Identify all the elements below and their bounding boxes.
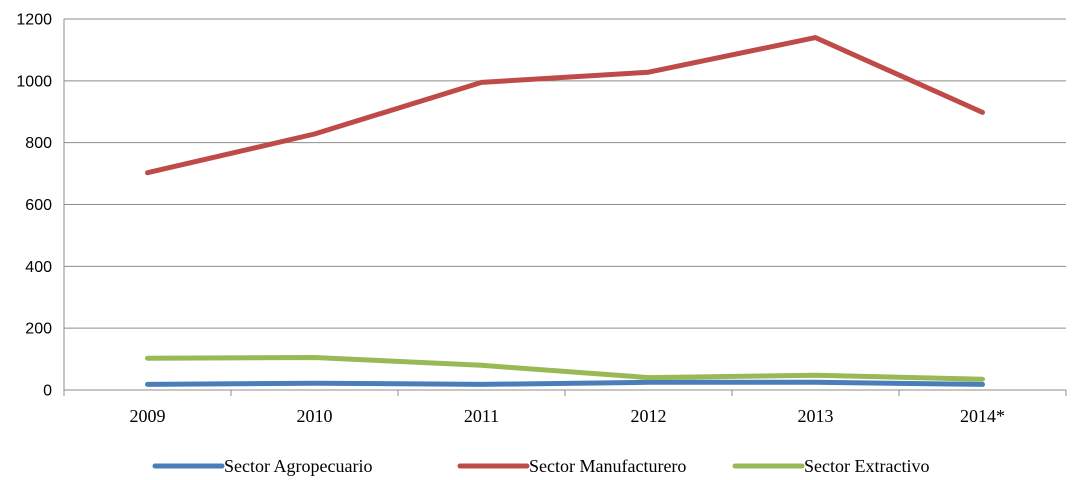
x-tick-label: 2014* [960, 406, 1005, 426]
y-tick-label: 1200 [16, 12, 52, 29]
series-lines [145, 35, 985, 387]
x-tick-label: 2009 [130, 406, 166, 426]
y-tick-label: 400 [25, 259, 52, 276]
legend: Sector Agropecuario Sector Manufacturero S… [152, 456, 929, 476]
x-axis: 2009 2010 2011 2012 2013 2014* [63, 389, 1067, 426]
y-tick-label: 0 [43, 383, 52, 400]
gridlines [64, 18, 1066, 329]
series-line-1 [145, 35, 985, 176]
legend-label: Sector Agropecuario [224, 456, 372, 476]
y-tick-label: 1000 [16, 73, 52, 90]
x-tick-label: 2012 [631, 406, 667, 426]
x-tick-label: 2013 [798, 406, 834, 426]
y-tick-label: 800 [25, 135, 52, 152]
x-tick-label: 2010 [297, 406, 333, 426]
x-tick-label: 2011 [464, 406, 499, 426]
legend-label: Sector Manufacturero [529, 456, 686, 476]
series-line-2 [145, 355, 985, 382]
y-axis: 0 200 400 600 800 1000 1200 [16, 12, 65, 400]
y-tick-label: 200 [25, 321, 52, 338]
series-line-0 [145, 379, 985, 387]
y-tick-label: 600 [25, 197, 52, 214]
legend-label: Sector Extractivo [804, 456, 929, 476]
